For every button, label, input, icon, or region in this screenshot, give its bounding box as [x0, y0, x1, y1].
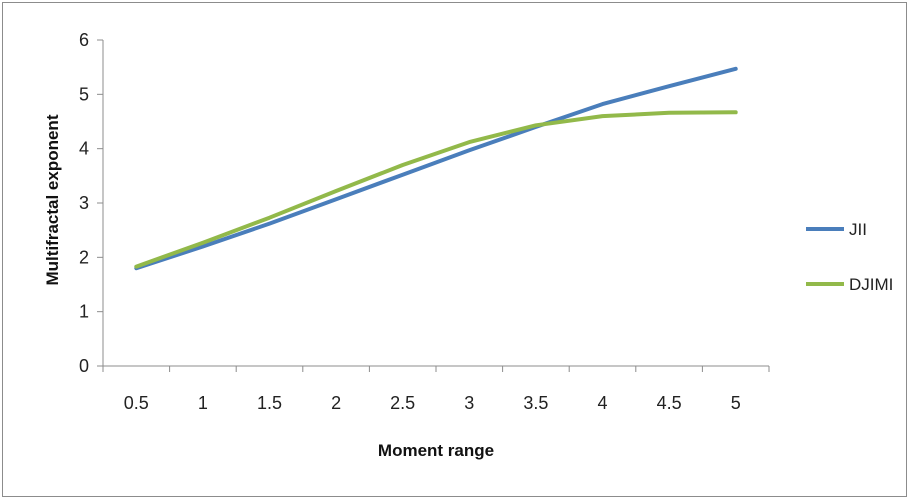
y-tick-label: 2: [79, 247, 89, 267]
x-tick-label: 2: [331, 393, 341, 413]
axes: [97, 39, 770, 372]
x-tick-label: 4.5: [657, 393, 682, 413]
x-tick-label: 1.5: [257, 393, 282, 413]
legend-label-jii: JII: [849, 220, 867, 239]
legend-label-djimi: DJIMI: [849, 275, 893, 294]
legend: JII DJIMI: [806, 220, 893, 294]
x-tick-label: 5: [731, 393, 741, 413]
x-tick-label: 2.5: [390, 393, 415, 413]
x-tick-label: 4: [597, 393, 607, 413]
x-axis-title: Moment range: [378, 441, 494, 460]
y-tick-label: 0: [79, 356, 89, 376]
y-tick-label: 4: [79, 139, 89, 159]
y-axis-title: Multifractal exponent: [43, 114, 62, 285]
y-tick-label: 5: [79, 84, 89, 104]
tick-labels: 0 1 2 3 4 5 6 0.5 1 1.5 2 2.5 3 3.5 4 4.5 5: [79, 30, 741, 413]
series-line-djimi: [134, 110, 738, 269]
x-tick-label: 3: [464, 393, 474, 413]
series-lines: [134, 66, 738, 271]
y-tick-label: 1: [79, 302, 89, 322]
y-tick-label: 3: [79, 193, 89, 213]
series-line-jii: [134, 66, 738, 271]
x-tick-label: 1: [198, 393, 208, 413]
x-tick-label: 0.5: [124, 393, 149, 413]
y-tick-label: 6: [79, 30, 89, 50]
x-tick-label: 3.5: [523, 393, 548, 413]
